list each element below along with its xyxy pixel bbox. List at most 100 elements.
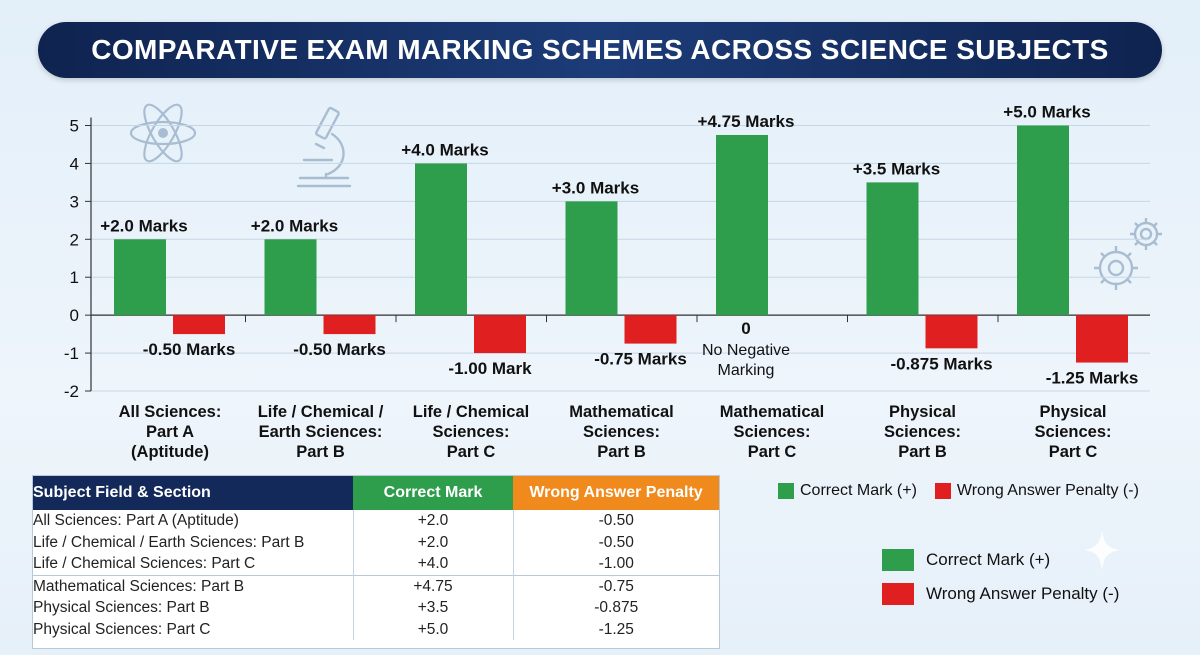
data-label-wrong: -1.25 Marks bbox=[1046, 369, 1139, 388]
y-tick-label: 5 bbox=[70, 117, 79, 136]
x-tick-label: Sciences: bbox=[884, 423, 961, 441]
data-label-wrong: No Negative bbox=[702, 342, 790, 359]
legend-swatch-correct bbox=[882, 549, 914, 571]
x-tick-label: Mathematical bbox=[569, 403, 674, 421]
bar-correct bbox=[114, 239, 166, 316]
cell-correct: +2.0 bbox=[353, 531, 514, 553]
data-label-correct: +5.0 Marks bbox=[1003, 103, 1090, 122]
cell-wrong: -1.00 bbox=[598, 555, 634, 572]
bar-wrong bbox=[1076, 315, 1128, 363]
cell-wrong: -0.50 bbox=[598, 512, 634, 529]
y-tick-label: 0 bbox=[70, 306, 79, 325]
bar-wrong bbox=[474, 315, 526, 354]
y-tick-label: 1 bbox=[70, 268, 79, 287]
y-tick-label: 3 bbox=[70, 192, 79, 211]
bar-wrong bbox=[624, 315, 677, 344]
data-label-correct: +4.0 Marks bbox=[401, 140, 488, 159]
data-label-correct: +3.0 Marks bbox=[552, 178, 639, 197]
header-wrong-penalty: Wrong Answer Penalty bbox=[513, 476, 719, 510]
cell-wrong: -1.25 bbox=[598, 620, 634, 638]
data-label-wrong: -1.00 Mark bbox=[448, 359, 532, 378]
legend-item-correct: Correct Mark (+) bbox=[882, 548, 1119, 572]
legend-label-correct: Correct Mark (+) bbox=[926, 550, 1051, 569]
header-correct-mark: Correct Mark bbox=[353, 476, 513, 510]
table-row: Physical Sciences: Part C +5.0 -1.25 bbox=[33, 618, 719, 640]
x-tick-label: Sciences: bbox=[1034, 423, 1111, 441]
x-tick-label: Sciences: bbox=[432, 423, 509, 441]
legend-label-wrong: Wrong Answer Penalty (-) bbox=[926, 584, 1120, 603]
bar-correct bbox=[264, 239, 317, 316]
x-tick-label: Part A bbox=[146, 423, 194, 441]
x-tick-label: Part B bbox=[898, 443, 947, 461]
cell-subject: Mathematical Sciences: Part B bbox=[33, 574, 354, 597]
cell-wrong: -0.50 bbox=[598, 533, 634, 551]
x-tick-label: Life / Chemical bbox=[413, 403, 529, 421]
y-tick-label: 4 bbox=[70, 154, 79, 173]
title-banner: COMPARATIVE EXAM MARKING SCHEMES ACROSS … bbox=[38, 22, 1162, 78]
x-tick-label: Mathematical bbox=[720, 403, 825, 421]
legend-top: Correct Mark (+) Wrong Answer Penalty (-… bbox=[778, 482, 1157, 500]
x-tick-label: Physical bbox=[1040, 403, 1107, 421]
atom-icon bbox=[129, 103, 197, 163]
bar-correct bbox=[1017, 125, 1069, 316]
legend-swatch-wrong bbox=[882, 583, 914, 605]
y-tick-label: 2 bbox=[70, 230, 79, 249]
table-row: Life / Chemical / Earth Sciences: Part B… bbox=[33, 531, 719, 553]
x-tick-label: Part B bbox=[296, 443, 345, 461]
data-label-wrong: -0.50 Marks bbox=[293, 340, 386, 359]
cell-subject: All Sciences: Part A (Aptitude) bbox=[33, 510, 354, 532]
cell-wrong: -0.875 bbox=[594, 599, 639, 616]
data-label-wrong: 0 bbox=[741, 319, 750, 338]
marking-table-container: Subject Field & Section Correct Mark Wro… bbox=[32, 475, 720, 649]
legend-item-correct: Correct Mark (+) bbox=[778, 482, 917, 500]
cell-correct: +2.0 bbox=[353, 510, 514, 532]
y-tick-label: -1 bbox=[64, 344, 79, 363]
bar-wrong bbox=[925, 315, 978, 349]
x-tick-label: Life / Chemical / bbox=[258, 403, 384, 421]
x-tick-label: Part C bbox=[1049, 443, 1098, 461]
bar-correct bbox=[866, 182, 919, 316]
data-label-wrong: -0.875 Marks bbox=[890, 354, 992, 373]
bar-chart: 5 4 3 2 1 0 -1 -2 +2.0 Marks -0.50 Marks All Scien… bbox=[64, 103, 1150, 461]
bar-wrong bbox=[173, 315, 225, 335]
bar-correct bbox=[716, 134, 768, 316]
table-row: All Sciences: Part A (Aptitude) +2.0 -0.… bbox=[33, 510, 719, 532]
x-tick-label: Sciences: bbox=[733, 423, 810, 441]
x-tick-label: All Sciences: bbox=[119, 403, 222, 421]
gears-icon bbox=[1094, 218, 1162, 290]
legend-swatch-correct bbox=[778, 483, 794, 499]
x-tick-label: Part C bbox=[748, 443, 797, 461]
bar-correct bbox=[565, 201, 618, 316]
data-label-correct: +2.0 Marks bbox=[251, 216, 338, 235]
cell-subject: Life / Chemical Sciences: Part C bbox=[33, 553, 354, 575]
data-label-wrong: -0.50 Marks bbox=[143, 340, 236, 359]
marking-table: Subject Field & Section Correct Mark Wro… bbox=[33, 476, 719, 640]
legend-item-wrong: Wrong Answer Penalty (-) bbox=[934, 482, 1139, 500]
table-header-row: Subject Field & Section Correct Mark Wro… bbox=[33, 476, 719, 510]
data-label-correct: +2.0 Marks bbox=[100, 216, 187, 235]
x-tick-label: Part B bbox=[597, 443, 646, 461]
cell-wrong: -0.75 bbox=[513, 574, 719, 597]
cell-subject: Life / Chemical / Earth Sciences: Part B bbox=[33, 531, 354, 553]
table-row: Life / Chemical Sciences: Part C +4.0 -1… bbox=[33, 553, 719, 575]
data-label-wrong: Marking bbox=[718, 362, 775, 379]
cell-correct: +5.0 bbox=[353, 618, 514, 640]
x-tick-label: Part C bbox=[447, 443, 496, 461]
cell-correct: +4.75 bbox=[353, 574, 514, 597]
cell-correct: +3.5 bbox=[353, 597, 514, 619]
data-label-correct: +3.5 Marks bbox=[853, 159, 940, 178]
x-tick-label: Earth Sciences: bbox=[259, 423, 383, 441]
cell-subject: Physical Sciences: Part C bbox=[33, 618, 354, 640]
x-tick-label: Physical bbox=[889, 403, 956, 421]
bar-wrong bbox=[323, 315, 376, 335]
header-subject: Subject Field & Section bbox=[33, 476, 353, 510]
legend-item-wrong: Wrong Answer Penalty (-) bbox=[882, 582, 1119, 606]
sparkle-icon bbox=[1084, 530, 1120, 570]
y-tick-label: -2 bbox=[64, 382, 79, 401]
chart-title: COMPARATIVE EXAM MARKING SCHEMES ACROSS … bbox=[91, 34, 1109, 65]
data-label-correct: +4.75 Marks bbox=[698, 112, 795, 131]
legend-swatch-wrong bbox=[934, 483, 951, 499]
legend-bottom: Correct Mark (+) Wrong Answer Penalty (-… bbox=[882, 548, 1119, 616]
microscope-icon bbox=[296, 106, 352, 188]
legend-label-wrong: Wrong Answer Penalty (-) bbox=[956, 482, 1139, 499]
